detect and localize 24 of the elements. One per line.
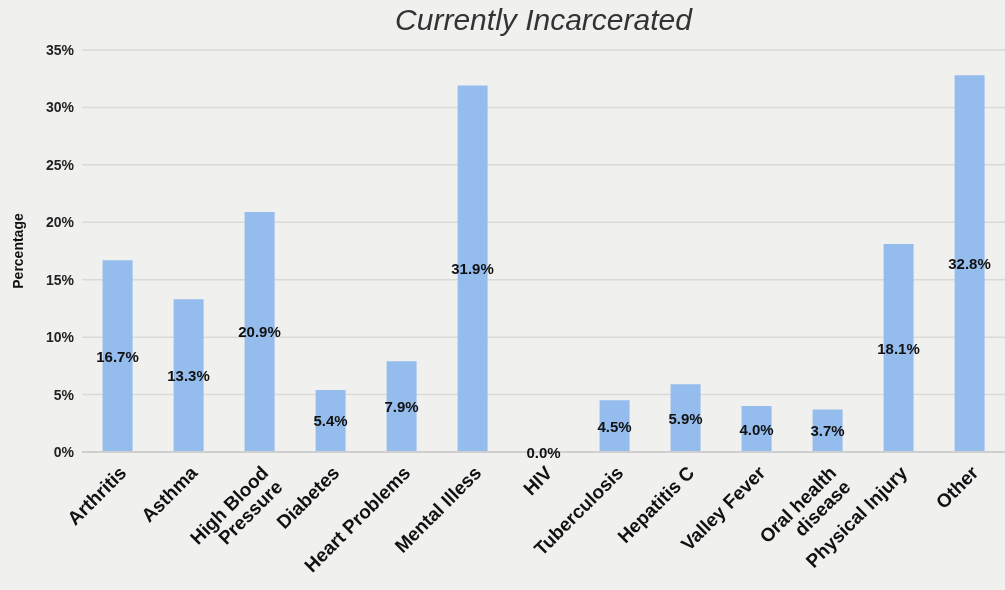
data-label: 3.7% [810,422,845,440]
data-label: 5.4% [313,412,348,430]
data-label: 20.9% [238,323,281,341]
data-label: 31.9% [451,260,494,278]
data-label: 13.3% [167,367,210,385]
y-tick-label: 25% [45,156,75,173]
y-tick-label: 35% [45,41,75,58]
y-tick-label: 5% [53,386,75,403]
data-label: 0.0% [526,443,561,461]
bar [386,361,417,452]
y-axis-title: Percentage [10,213,26,289]
data-label: 16.7% [96,347,139,365]
y-tick-label: 30% [45,99,75,116]
data-label: 5.9% [668,409,703,427]
data-label: 32.8% [948,255,991,273]
y-tick-label: 0% [53,443,75,460]
y-tick-label: 10% [45,329,75,346]
data-label: 4.0% [739,420,774,438]
data-label: 4.5% [597,417,632,435]
y-tick-label: 15% [45,271,75,288]
chart-title: Currently Incarcerated [394,2,694,38]
y-tick-label: 20% [45,214,75,231]
data-label: 18.1% [877,339,920,357]
data-label: 7.9% [384,398,419,416]
